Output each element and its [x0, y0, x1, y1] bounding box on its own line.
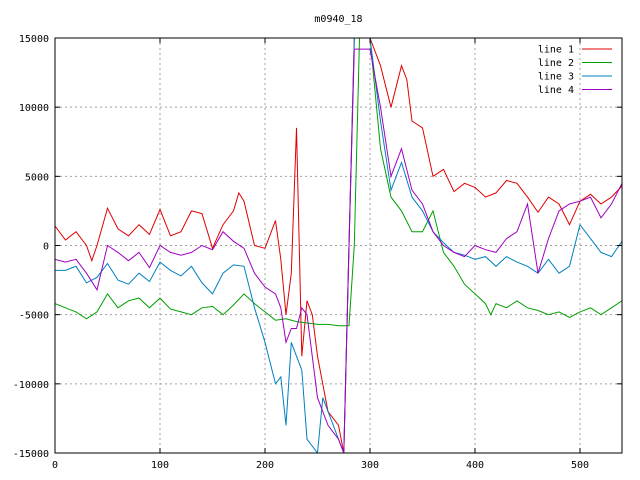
x-tick-label: 0 — [52, 460, 58, 471]
series-line-2 — [55, 38, 622, 327]
y-tick-label: -10000 — [13, 380, 49, 391]
y-tick-label: 0 — [43, 242, 49, 253]
y-tick-label: 10000 — [19, 103, 49, 114]
y-tick-label: -15000 — [13, 449, 49, 460]
axis-ticks: 0 100 200 300 400 500 -15000 -10000 -5000 0 5000 10… — [13, 34, 622, 471]
x-tick-label: 400 — [466, 460, 484, 471]
legend-label-3: line 3 — [538, 72, 574, 83]
y-tick-label: 5000 — [25, 172, 49, 183]
x-tick-label: 500 — [571, 460, 589, 471]
y-tick-label: -5000 — [19, 311, 49, 322]
series-lines — [55, 38, 622, 453]
legend-label-2: line 2 — [538, 58, 574, 69]
grid-lines — [55, 38, 622, 453]
legend-label-1: line 1 — [538, 45, 574, 56]
series-line-1 — [55, 38, 622, 453]
x-tick-label: 100 — [151, 460, 169, 471]
x-tick-label: 300 — [361, 460, 379, 471]
y-tick-label: 15000 — [19, 34, 49, 45]
series-line-4 — [55, 48, 622, 453]
legend-label-4: line 4 — [538, 85, 574, 96]
chart-title: m0940_18 — [314, 14, 362, 25]
legend: line 1 line 2 line 3 line 4 — [538, 45, 612, 96]
series-line-3 — [55, 38, 622, 453]
x-tick-label: 200 — [256, 460, 274, 471]
